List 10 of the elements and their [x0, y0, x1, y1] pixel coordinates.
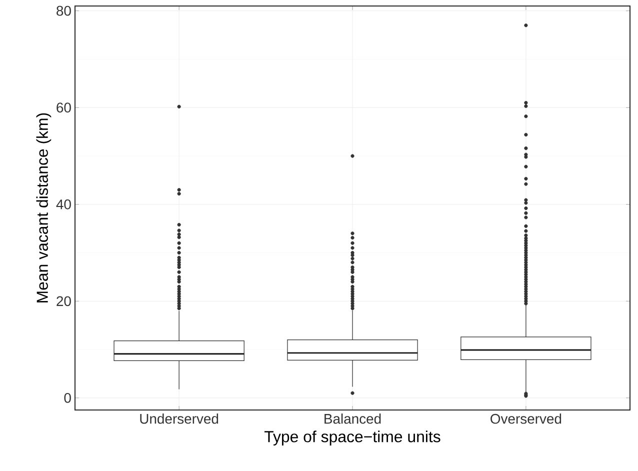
y-tick-label: 20	[56, 296, 71, 306]
y-tick-label: 80	[56, 6, 71, 16]
y-tick-label: 0	[64, 392, 71, 403]
x-tick-label: Underserved	[140, 414, 218, 424]
x-axis-title: Type of space−time units	[264, 430, 440, 446]
y-tick-label: 40	[56, 199, 71, 210]
x-tick-label: Balanced	[324, 414, 381, 424]
y-tick-label: 60	[56, 102, 71, 113]
y-axis-title: Mean vacant distance (km)	[36, 113, 52, 302]
x-tick-label: Overserved	[490, 414, 562, 424]
